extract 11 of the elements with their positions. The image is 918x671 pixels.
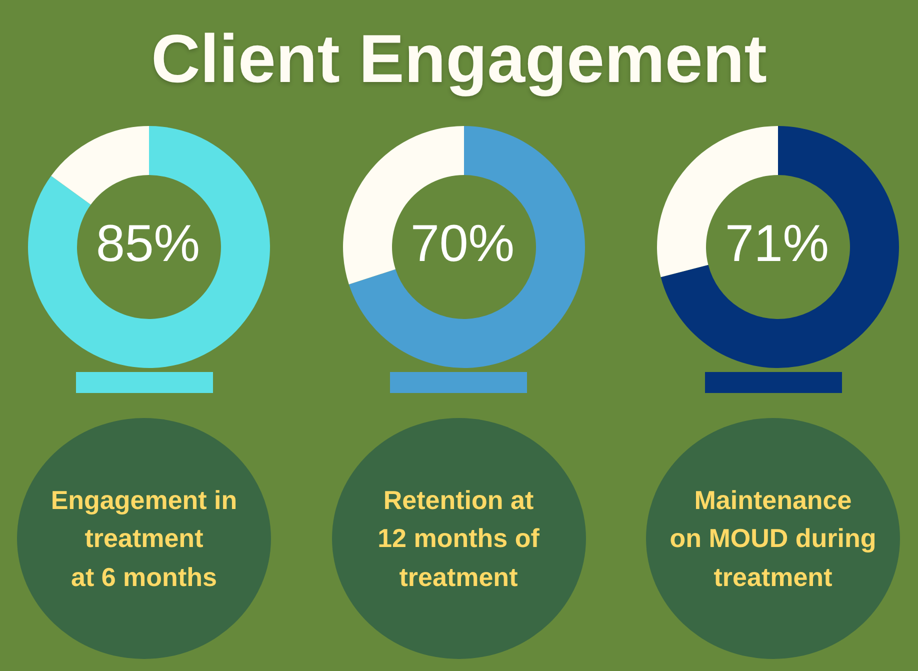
text: Engagement in treatment at 6 months — [50, 484, 238, 594]
text: Client Engagement — [151, 21, 767, 97]
data-label: 70% — [410, 214, 515, 273]
donut-slice — [348, 126, 584, 368]
donut-slice — [28, 126, 270, 368]
data-label: 71% — [724, 214, 830, 273]
donut-slice — [51, 126, 149, 205]
text: Retention at 12 months of treatment — [378, 484, 540, 594]
donut-slice — [660, 126, 899, 368]
text: Maintenance on MOUD during treatment — [670, 484, 876, 594]
data-label: 85% — [96, 214, 200, 273]
